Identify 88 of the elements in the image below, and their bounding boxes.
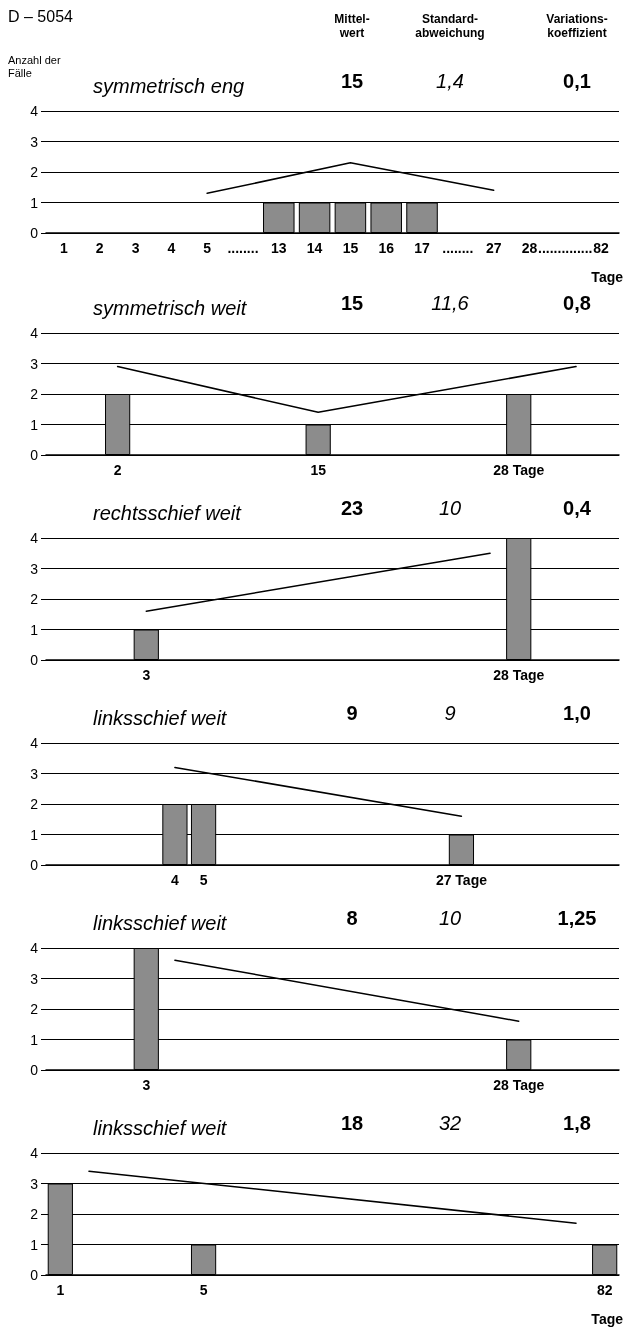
text: 0,8 (563, 292, 591, 314)
y-tick-label: 1 (30, 621, 39, 638)
y-tick-label: 0 (30, 1267, 39, 1283)
x-tick-label: 5 (199, 1282, 208, 1298)
y-tick-label: 2 (30, 386, 39, 402)
text: 0,4 (563, 497, 592, 519)
x-tick-label: 2 (113, 462, 122, 478)
text: 8 (346, 907, 358, 929)
text: 32 (438, 1112, 462, 1134)
y-tick-label: 3 (30, 1175, 39, 1192)
chart-title: linksschief weit (93, 1117, 228, 1139)
y-axis-title: Anzahl der Fälle (8, 53, 64, 79)
x-tick-label: 16 (378, 240, 395, 256)
y-tick-label: 1 (30, 194, 39, 211)
x-tick-label: 14 (306, 240, 323, 256)
x-tick-label: 1 (56, 1282, 65, 1298)
chart-title: rechtsschief weit (93, 502, 243, 524)
x-tick-label: 15 (310, 462, 327, 478)
x-tick-label: 82 (596, 1282, 613, 1298)
text: 11,6 (431, 292, 470, 314)
text: 10 (438, 497, 462, 519)
chart-title: linksschief weit (93, 912, 228, 934)
text: 15 (340, 70, 364, 92)
y-tick-label: 1 (30, 1031, 39, 1048)
text: 23 (340, 497, 364, 519)
y-tick-label: 0 (30, 652, 39, 668)
text: 0,1 (563, 70, 591, 92)
x-tick-label: ........ (227, 240, 259, 256)
y-tick-label: 3 (30, 133, 39, 150)
x-tick-label: 1 (60, 240, 69, 256)
x-tick-label: 27 (485, 240, 502, 256)
y-tick-label: 4 (30, 735, 39, 751)
x-axis-title: Tage (591, 269, 624, 285)
chart-title: symmetrisch eng (93, 75, 245, 97)
x-tick-label: 5 (199, 872, 208, 888)
x-tick-label: 3 (131, 240, 140, 256)
y-tick-label: 1 (30, 826, 39, 843)
x-tick-label: 4 (171, 872, 180, 888)
text: 9 (444, 702, 456, 724)
y-tick-label: 4 (30, 103, 39, 119)
y-tick-label: 0 (30, 1062, 39, 1078)
text: 15 (340, 292, 364, 314)
text: Variations- koeffizient (545, 12, 609, 40)
text: Standard- abweichung (414, 12, 486, 40)
text: Mittel- wert (333, 12, 371, 40)
text: 18 (340, 1112, 364, 1134)
x-tick-label: 17 (414, 240, 431, 256)
y-tick-label: 1 (30, 1236, 39, 1253)
y-tick-label: 2 (30, 796, 39, 812)
text: 1,8 (563, 1112, 591, 1134)
y-tick-label: 2 (30, 1206, 39, 1222)
y-tick-label: 0 (30, 857, 39, 873)
y-tick-label: 2 (30, 591, 39, 607)
y-tick-label: 2 (30, 164, 39, 180)
x-tick-label: 82 (593, 240, 610, 256)
x-tick-label: 15 (342, 240, 359, 256)
text: D – 5054 (8, 8, 73, 26)
y-tick-label: 4 (30, 325, 39, 341)
chart-title: symmetrisch weit (93, 297, 248, 319)
x-tick-label: 28 (521, 240, 538, 256)
y-tick-label: 1 (30, 416, 39, 433)
x-tick-label: 28 Tage (493, 667, 545, 683)
y-tick-label: 3 (30, 765, 39, 782)
x-tick-label: 28 Tage (493, 462, 545, 478)
y-tick-label: 4 (30, 940, 39, 956)
text: 1,0 (563, 702, 591, 724)
text: 1,25 (557, 907, 597, 929)
x-tick-label: ........ (442, 240, 474, 256)
text: 10 (438, 907, 462, 929)
text: 9 (346, 702, 358, 724)
x-tick-label: 28 Tage (493, 1077, 545, 1093)
y-tick-label: 4 (30, 1145, 39, 1161)
x-tick-label: 27 Tage (435, 872, 488, 888)
x-tick-label: 5 (203, 240, 212, 256)
y-tick-label: 4 (30, 530, 39, 546)
text: 1,4 (436, 70, 464, 92)
y-tick-label: 3 (30, 970, 39, 987)
chart-title: linksschief weit (93, 707, 228, 729)
x-axis-title: Tage (591, 1311, 624, 1327)
x-tick-label: 13 (270, 240, 287, 256)
y-tick-label: 0 (30, 225, 39, 241)
y-tick-label: 3 (30, 560, 39, 577)
y-tick-label: 2 (30, 1001, 39, 1017)
x-tick-label: 2 (95, 240, 104, 256)
y-tick-label: 3 (30, 355, 39, 372)
y-tick-label: 0 (30, 447, 39, 463)
x-tick-label: 4 (167, 240, 176, 256)
x-tick-label: .............. (538, 240, 593, 256)
